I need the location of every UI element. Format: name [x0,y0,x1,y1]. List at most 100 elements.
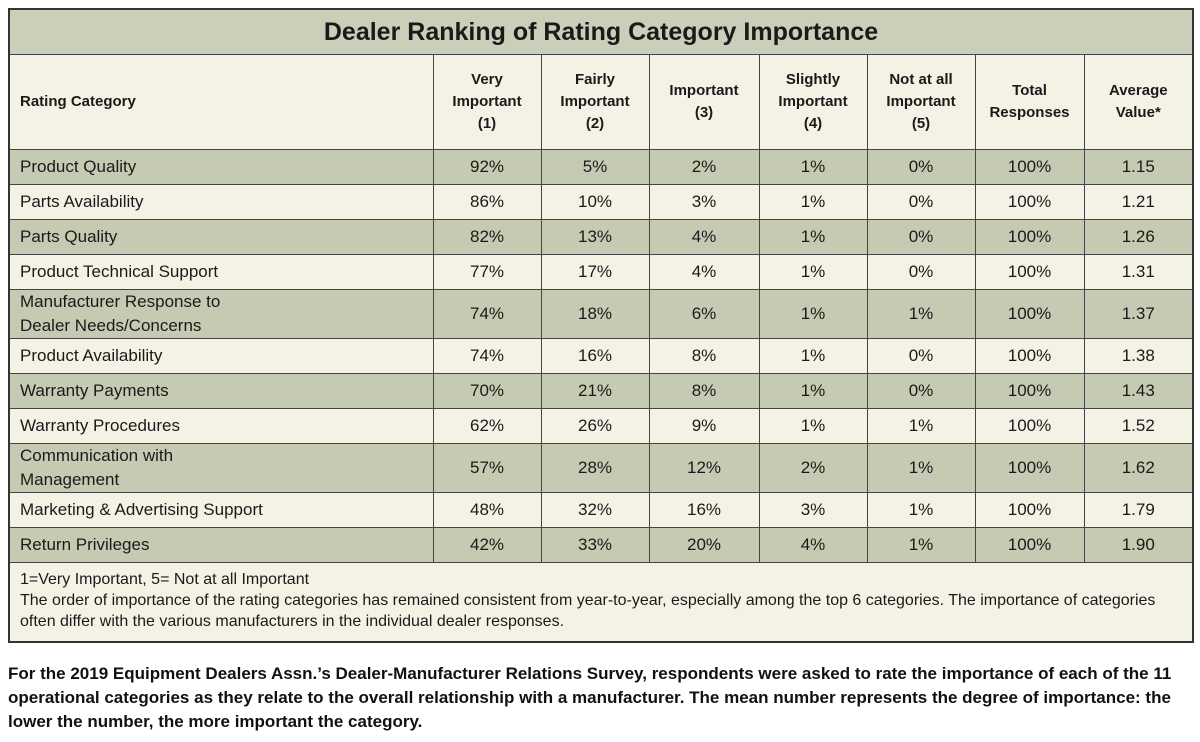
value-cell: 4% [758,527,868,563]
header-row: Rating Category Very Important (1) Fairly … [8,54,1194,150]
value-cell: 48% [432,492,542,528]
category-text: Warranty Payments [20,381,169,400]
value-cell: 77% [432,254,542,290]
value-cell: 32% [540,492,650,528]
category-cell: Parts Quality [8,219,434,255]
value-cell: 1% [866,443,976,493]
value-cell: 5% [540,149,650,185]
value-cell: 1.43 [1083,373,1194,409]
column-header: Not at all Important (5) [866,54,976,150]
value-cell: 10% [540,184,650,220]
title-row: Dealer Ranking of Rating Category Import… [8,8,1194,55]
note-text: The order of importance of the rating ca… [20,592,1156,630]
value-cell: 3% [758,492,868,528]
category-cell: Warranty Procedures [8,408,434,444]
category-text: Parts Availability [20,192,144,211]
value-cell: 100% [974,219,1085,255]
value-cell: 1% [758,289,868,339]
value-cell: 100% [974,443,1085,493]
column-header: Fairly Important (2) [540,54,650,150]
table-row: Parts Quality 82% 13% 4% 1% 0% 100% 1.26 [8,219,1194,255]
table-panel: Dealer Ranking of Rating Category Import… [8,8,1195,643]
column-header: Very Important (1) [432,54,542,150]
column-header: Rating Category [8,54,434,150]
category-cell: Product Availability [8,338,434,374]
value-cell: 3% [648,184,760,220]
value-cell: 26% [540,408,650,444]
value-cell: 100% [974,338,1085,374]
value-cell: 82% [432,219,542,255]
value-cell: 100% [974,492,1085,528]
value-cell: 1% [866,527,976,563]
value-cell: 4% [648,254,760,290]
value-cell: 1% [758,149,868,185]
value-cell: 74% [432,338,542,374]
table-row: Manufacturer Response to Dealer Needs/Co… [8,289,1194,339]
value-cell: 8% [648,373,760,409]
value-cell: 17% [540,254,650,290]
category-cell: Marketing & Advertising Support [8,492,434,528]
table-row: Product Technical Support 77% 17% 4% 1% 0% 100… [8,254,1194,290]
value-cell: 57% [432,443,542,493]
column-header: Total Responses [974,54,1085,150]
value-cell: 100% [974,527,1085,563]
value-cell: 1.38 [1083,338,1194,374]
category-text: Product Quality [20,157,137,176]
value-cell: 1% [758,219,868,255]
value-cell: 1% [866,492,976,528]
table-row: Product Quality 92% 5% 2% 1% 0% 100% 1.15 [8,149,1194,185]
table-title: Dealer Ranking of Rating Category Import… [8,8,1194,55]
value-cell: 2% [648,149,760,185]
table-row: Communication with Management 57% 28% 12% 2%… [8,443,1194,493]
value-cell: 100% [974,289,1085,339]
category-text: Communication with Management [20,446,174,489]
value-cell: 1% [758,373,868,409]
category-text: Return Privileges [20,535,150,554]
value-cell: 0% [866,184,976,220]
value-cell: 2% [758,443,868,493]
value-cell: 1.26 [1083,219,1194,255]
value-cell: 20% [648,527,760,563]
value-cell: 92% [432,149,542,185]
table-row: Parts Availability 86% 10% 3% 1% 0% 100% 1.21 [8,184,1194,220]
value-cell: 1.21 [1083,184,1194,220]
category-text: Marketing & Advertising Support [20,500,263,519]
value-cell: 1.15 [1083,149,1194,185]
value-cell: 16% [540,338,650,374]
value-cell: 28% [540,443,650,493]
value-cell: 42% [432,527,542,563]
value-cell: 1.37 [1083,289,1194,339]
column-header: Slightly Important (4) [758,54,868,150]
category-cell: Return Privileges [8,527,434,563]
table-row: Return Privileges 42% 33% 20% 4% 1% 100% 1.90 [8,527,1194,563]
value-cell: 100% [974,149,1085,185]
value-cell: 1.90 [1083,527,1194,563]
value-cell: 86% [432,184,542,220]
value-cell: 21% [540,373,650,409]
value-cell: 1% [758,184,868,220]
value-cell: 1% [758,254,868,290]
value-cell: 13% [540,219,650,255]
table-row: Warranty Procedures 62% 26% 9% 1% 1% 100% 1.52 [8,408,1194,444]
category-text: Product Availability [20,346,163,365]
value-cell: 100% [974,408,1085,444]
value-cell: 4% [648,219,760,255]
table-row: Product Availability 74% 16% 8% 1% 0% 100% 1.38 [8,338,1194,374]
value-cell: 100% [974,373,1085,409]
caption: For the 2019 Equipment Dealers Assn.’s D… [8,664,1172,731]
value-cell: 0% [866,373,976,409]
value-cell: 70% [432,373,542,409]
value-cell: 0% [866,219,976,255]
value-cell: 0% [866,254,976,290]
value-cell: 0% [866,149,976,185]
value-cell: 1% [866,408,976,444]
value-cell: 9% [648,408,760,444]
category-text: Parts Quality [20,227,118,246]
value-cell: 1.62 [1083,443,1194,493]
value-cell: 100% [974,254,1085,290]
value-cell: 1.79 [1083,492,1194,528]
value-cell: 8% [648,338,760,374]
value-cell: 1% [758,338,868,374]
category-cell: Parts Availability [8,184,434,220]
